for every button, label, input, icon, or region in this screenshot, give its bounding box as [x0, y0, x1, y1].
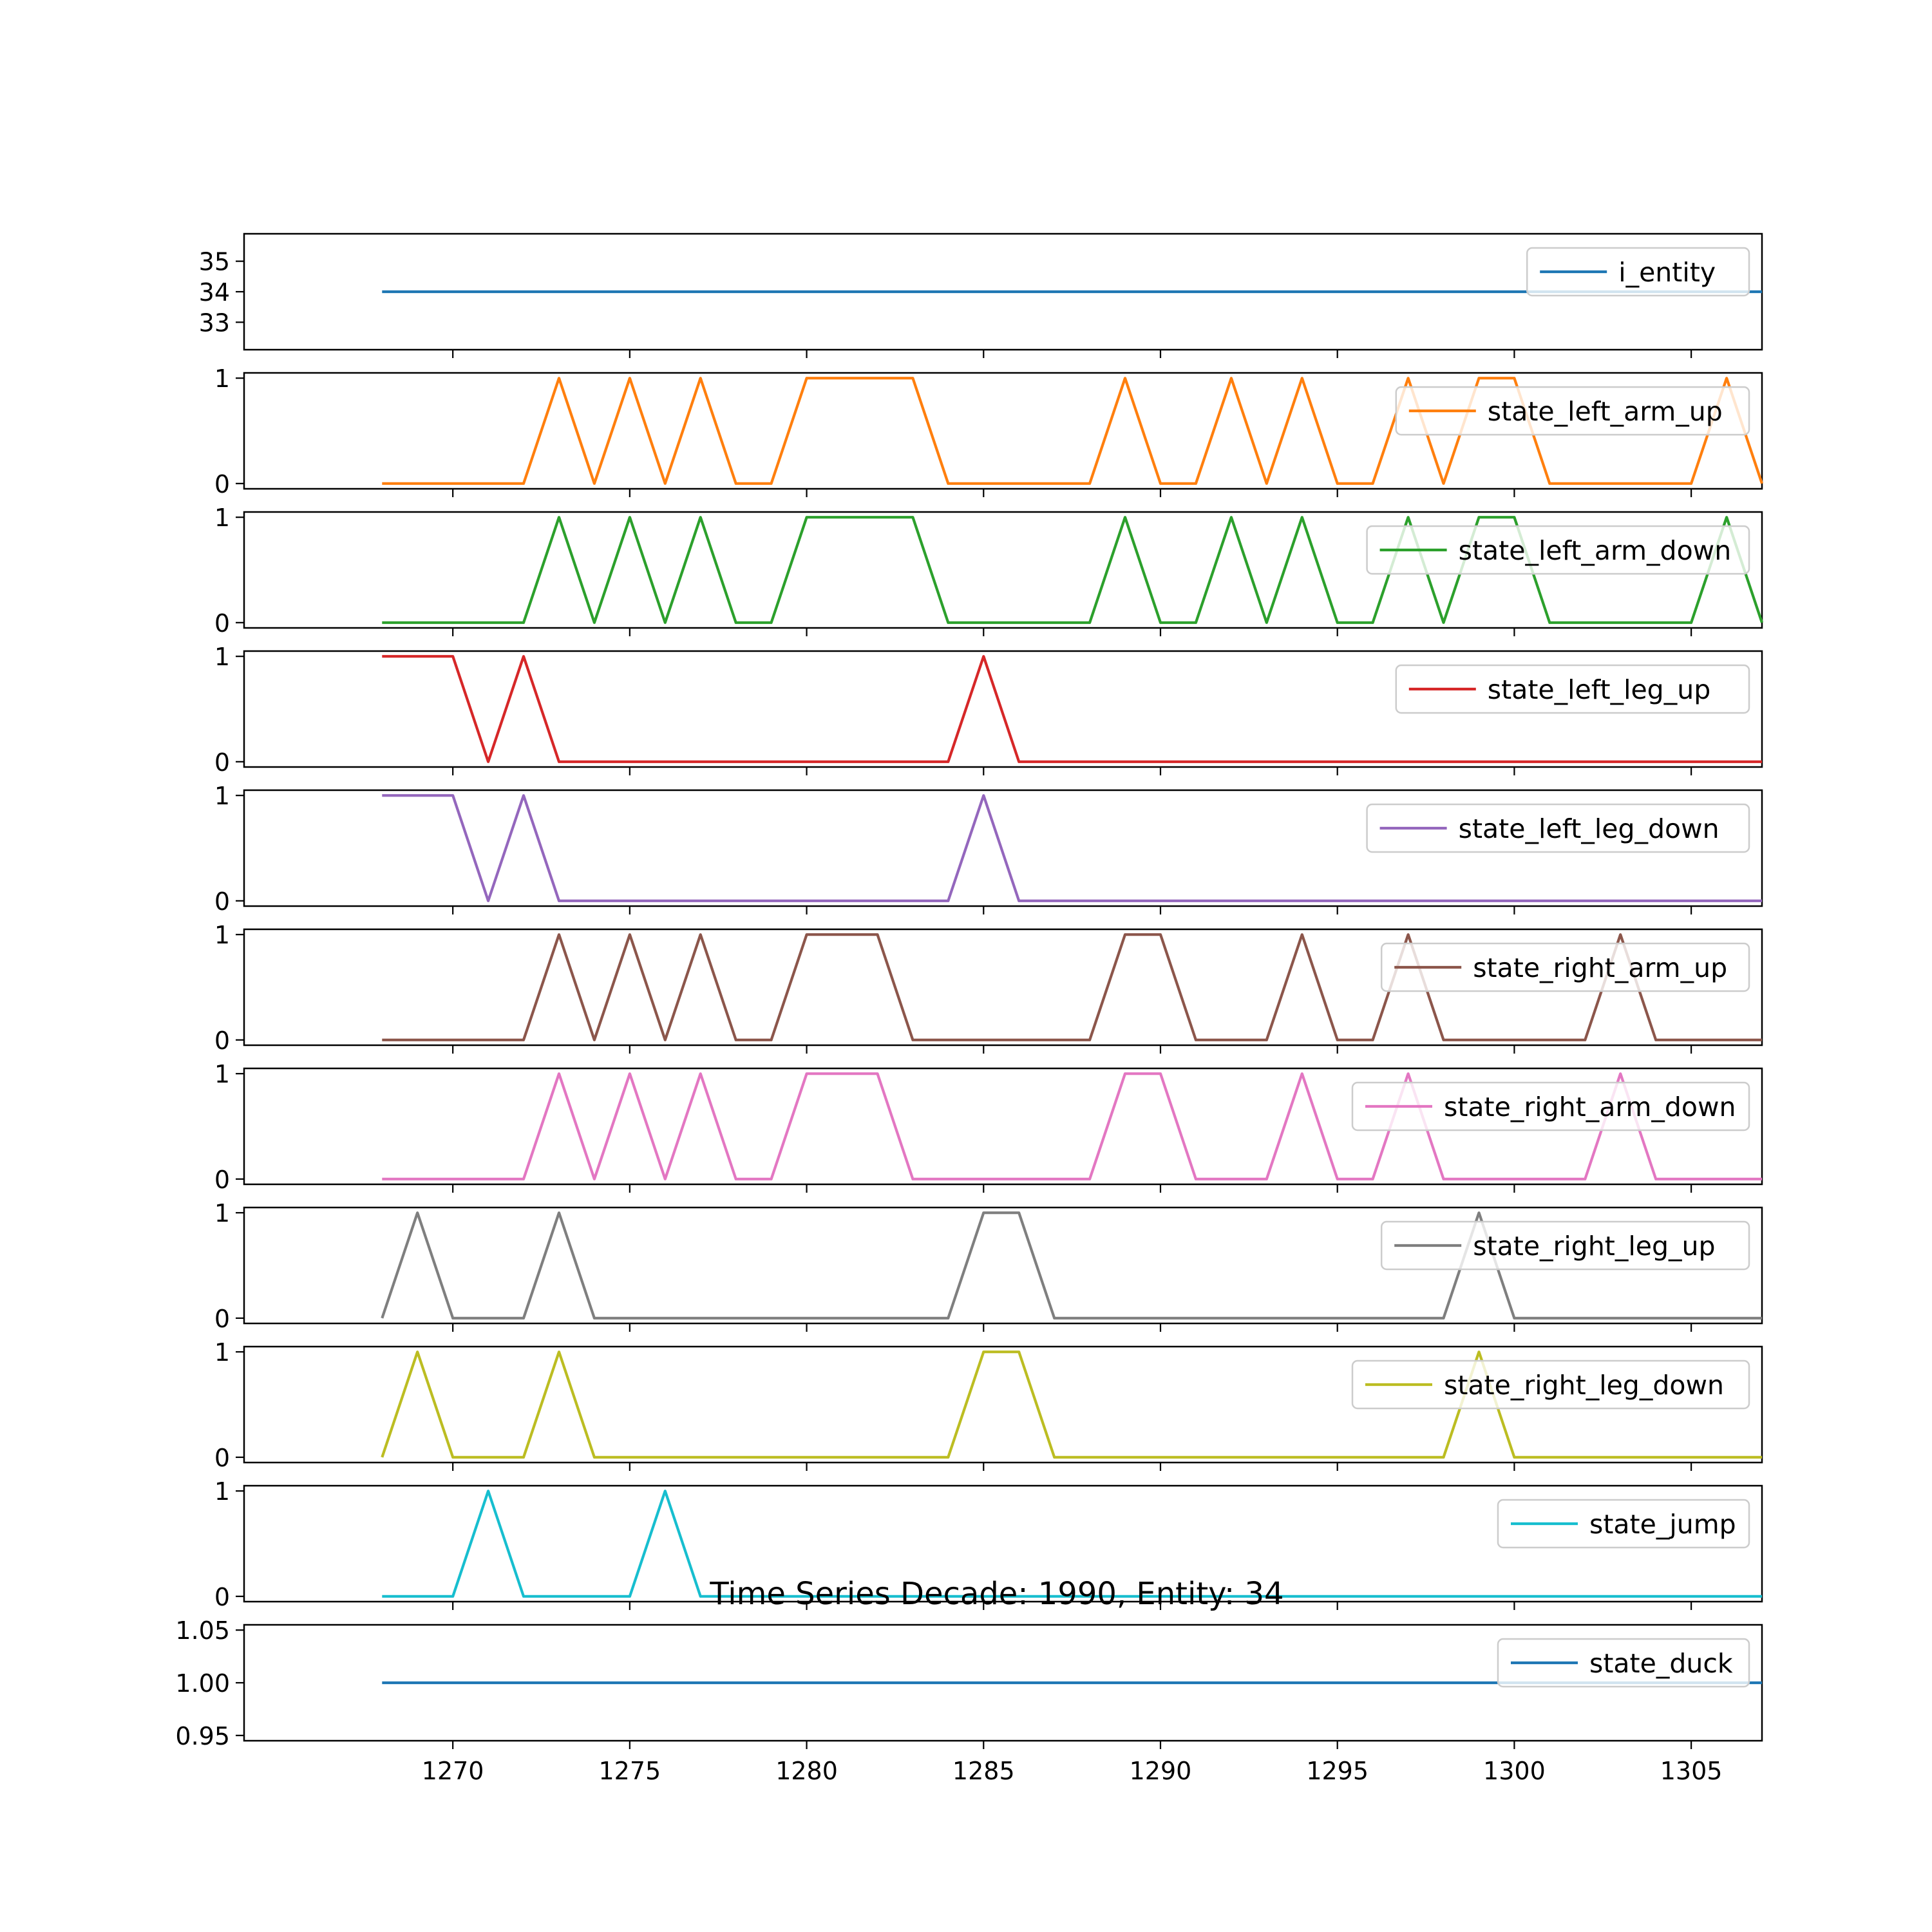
x-tick-label: 1270: [422, 1757, 484, 1785]
legend-label: state_left_arm_down: [1459, 535, 1732, 566]
legend-label: state_right_leg_up: [1473, 1231, 1715, 1262]
legend-box: [1395, 664, 1750, 714]
y-tick-label: 0: [214, 1305, 230, 1333]
series-line-state_right_leg_up: [381, 1211, 1762, 1320]
y-tick-label: 0: [214, 748, 230, 777]
y-tick-label: 1: [214, 1199, 230, 1227]
y-tick-label: 1: [214, 1338, 230, 1367]
y-tick-label: 0: [214, 1583, 230, 1611]
x-tick-label: 1280: [775, 1757, 838, 1785]
y-tick-label: 34: [199, 278, 230, 307]
subplot-state_jump: 0 1 state_jump: [214, 1477, 1763, 1611]
chart-title: Time Series Decade: 1990, Entity: 34: [709, 1576, 1283, 1612]
y-tick-label: 0: [214, 609, 230, 638]
y-tick-label: 0: [214, 1444, 230, 1472]
subplot-state_left_arm_up: 0 1 state_left_arm_up: [214, 365, 1763, 498]
y-tick-label: 1.00: [175, 1669, 230, 1698]
axes-frame: [243, 1067, 1763, 1186]
x-tick-label: 1285: [952, 1757, 1015, 1785]
axes-frame: [243, 789, 1763, 907]
legend-label: state_duck: [1589, 1648, 1733, 1679]
legend-label: state_right_arm_up: [1473, 952, 1727, 983]
axes-frame: [243, 650, 1763, 768]
x-tick-label: 1295: [1306, 1757, 1368, 1785]
legend-label: state_right_arm_down: [1444, 1092, 1736, 1122]
axes-frame: [243, 928, 1763, 1046]
legend-box: [1366, 803, 1750, 853]
series-line-state_jump: [382, 1490, 1762, 1598]
subplot-state_right_arm_down: 0 1 state_right_arm_down: [214, 1060, 1763, 1194]
legend-box: [1526, 247, 1750, 297]
legend-box: [1351, 1359, 1750, 1410]
axes-frame: [243, 511, 1763, 629]
axes-frame: [243, 1345, 1763, 1464]
axes-frame: [243, 372, 1763, 490]
legend-box: [1380, 1220, 1750, 1271]
axes-frame: [243, 1206, 1763, 1325]
legend-box: [1366, 525, 1750, 575]
y-tick-label: 33: [199, 308, 230, 337]
legend-label: state_left_leg_up: [1488, 674, 1710, 705]
subplot-state_left_arm_down: 0 1 state_left_arm_down: [214, 504, 1763, 638]
y-tick-label: 1.05: [175, 1616, 230, 1645]
y-tick-label: 1: [214, 643, 230, 671]
subplot-state_left_leg_up: 0 1 state_left_leg_up: [214, 643, 1763, 777]
legend-box: [1497, 1499, 1750, 1549]
legend-box: [1351, 1081, 1750, 1132]
subplot-state_right_leg_down: 0 1 state_right_leg_down: [214, 1338, 1763, 1472]
x-tick-label: 1290: [1130, 1757, 1192, 1785]
subplot-state_right_arm_up: 0 1 state_right_arm_up: [214, 921, 1763, 1055]
legend-box: [1395, 386, 1750, 436]
y-tick-label: 1: [214, 504, 230, 532]
x-tick-label: 1305: [1660, 1757, 1723, 1785]
legend-label: i_entity: [1618, 257, 1716, 288]
y-tick-label: 1: [214, 921, 230, 949]
y-tick-label: 0: [214, 887, 230, 916]
subplot-state_right_leg_up: 0 1 state_right_leg_up: [214, 1199, 1763, 1333]
x-tick-label: 1275: [599, 1757, 661, 1785]
series-line-state_left_leg_down: [382, 794, 1762, 902]
y-tick-label: 1: [214, 782, 230, 810]
legend-label: state_jump: [1589, 1509, 1736, 1540]
legend-box: [1380, 942, 1750, 992]
series-line-state_left_leg_up: [382, 655, 1762, 763]
x-tick-label: 1300: [1483, 1757, 1546, 1785]
y-tick-label: 35: [199, 248, 230, 276]
y-tick-label: 0: [214, 470, 230, 498]
subplot-state_left_leg_down: 0 1 state_left_leg_down: [214, 782, 1763, 916]
y-tick-label: 0.95: [175, 1722, 230, 1750]
legend-label: state_right_leg_down: [1444, 1370, 1724, 1401]
legend-label: state_left_arm_up: [1488, 396, 1723, 427]
series-line-state_right_leg_down: [381, 1350, 1762, 1459]
axes-frame: [243, 1484, 1763, 1603]
y-tick-label: 1: [214, 365, 230, 393]
y-tick-label: 0: [214, 1166, 230, 1194]
y-tick-label: 1: [214, 1060, 230, 1088]
legend-box: [1497, 1638, 1750, 1688]
legend-label: state_left_leg_down: [1459, 813, 1719, 844]
y-tick-label: 1: [214, 1477, 230, 1506]
subplot-state_duck: 0.95 1.00 1.05 state_duck 1270 1275 1280 1285 12…: [175, 1616, 1763, 1785]
series-line-state_right_arm_down: [382, 1072, 1762, 1180]
y-tick-label: 0: [214, 1027, 230, 1055]
series-line-state_right_arm_up: [382, 933, 1762, 1041]
